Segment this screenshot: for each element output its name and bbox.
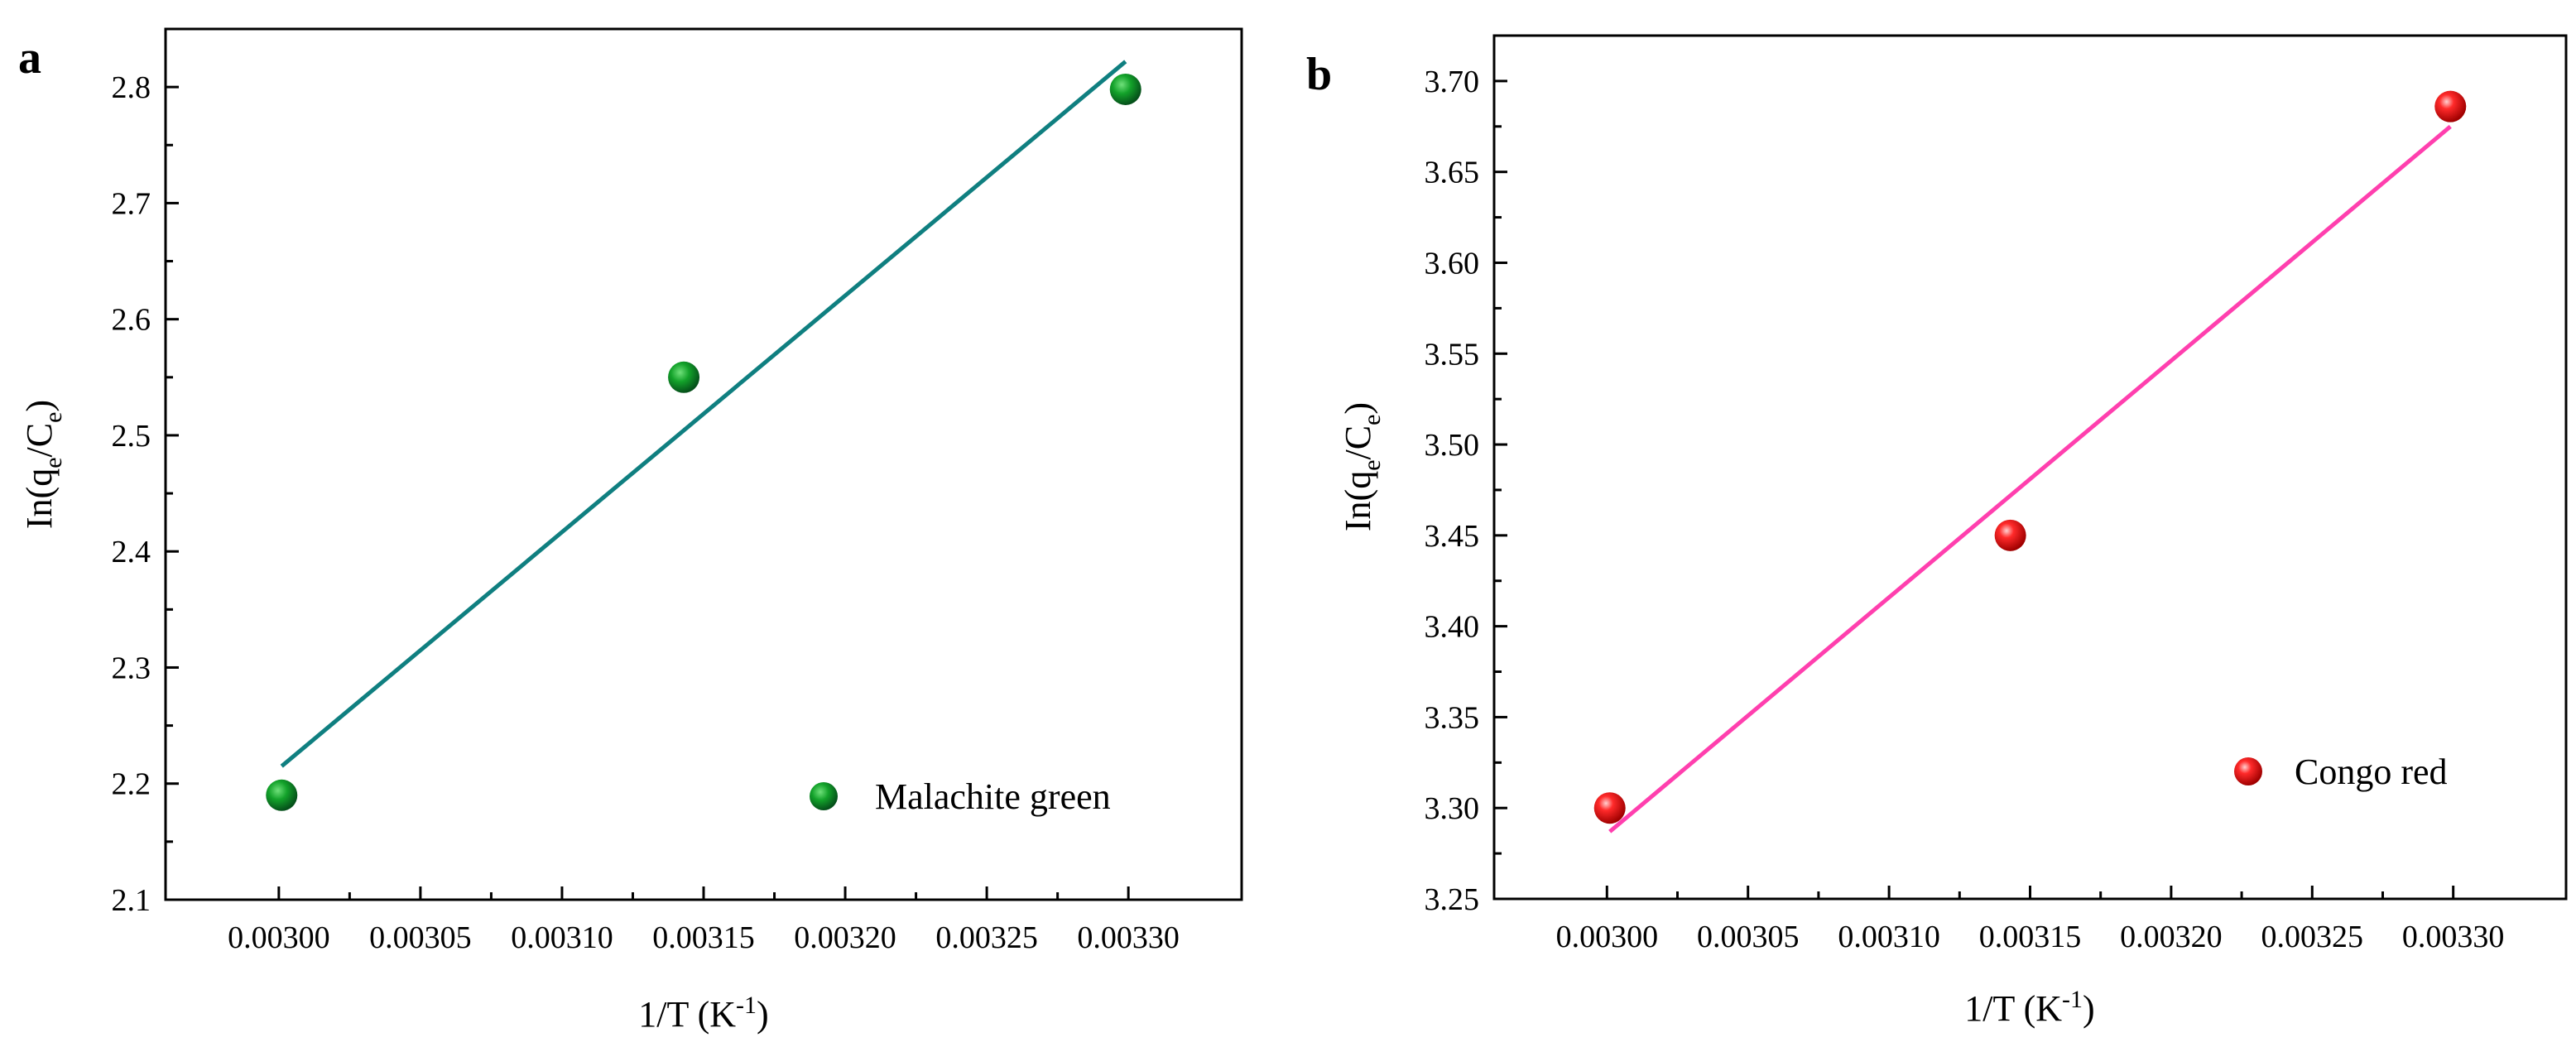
x-tick-label: 0.00315 [652,920,755,955]
x-tick-label: 0.00305 [369,920,472,955]
y-tick-label: 2.7 [112,186,151,221]
fit-line [280,60,1127,768]
panel-label-a: a [18,32,41,84]
y-tick-label: 2.5 [112,419,151,454]
legend-label: Malachite green [875,776,1111,817]
y-tick-label: 3.65 [1425,156,1480,190]
legend-label: Congo red [2295,752,2448,792]
y-tick-label: 2.6 [112,303,151,338]
data-point [1994,519,2026,551]
x-tick-label: 0.00330 [1077,920,1180,955]
x-tick-label: 0.00310 [1838,920,1940,954]
x-tick-label: 0.00320 [2120,920,2223,954]
panel-label-b: b [1306,49,1332,100]
x-tick-label: 0.00320 [794,920,896,955]
x-tick-label: 0.00325 [935,920,1038,955]
data-point [1593,792,1626,824]
data-point [266,779,298,811]
x-tick-label: 0.00310 [511,920,613,955]
x-tick-label: 0.00315 [1979,920,2082,954]
x-tick-label: 0.00305 [1697,920,1800,954]
legend-marker-malachite-green [810,782,838,810]
axis-ticks: 0.00300 0.00305 0.00310 0.00315 0.00320 0.003… [112,70,1180,955]
y-tick-label: 3.60 [1425,246,1480,281]
y-tick-label: 3.50 [1425,428,1480,463]
y-tick-label: 2.4 [112,535,151,569]
legend: Congo red [2234,752,2448,792]
y-tick-label: 2.8 [112,70,151,105]
x-axis-title: 1/T (K-1) [638,992,768,1035]
x-axis-title: 1/T (K-1) [1964,986,2094,1029]
y-tick-label: 3.35 [1425,700,1480,735]
x-tick-label: 0.00330 [2402,920,2505,954]
plot-frame [164,27,1243,901]
data-series [266,60,1141,811]
y-tick-label: 3.45 [1425,519,1480,554]
data-series [1593,90,2467,833]
x-tick-label: 0.00300 [228,920,330,955]
y-tick-label: 3.40 [1425,610,1480,645]
y-tick-label: 2.3 [112,651,151,685]
fit-line [1608,124,2452,833]
y-tick-label: 2.1 [112,883,151,918]
data-point [668,361,700,393]
x-tick-label: 0.00300 [1556,920,1659,954]
chart-panel-a: a 0.00300 0.00305 0.00310 0.00315 0.00320 0.0… [18,27,1243,1035]
data-point [2434,90,2467,122]
y-tick-label: 3.55 [1425,337,1480,372]
axis-ticks: 0.00300 0.00305 0.00310 0.00315 0.00320 0.003… [1425,65,2505,954]
legend-marker-congo-red [2234,757,2262,785]
x-tick-label: 0.00325 [2261,920,2364,954]
y-tick-label: 2.2 [112,767,151,802]
y-tick-label: 3.30 [1425,791,1480,826]
y-tick-label: 3.70 [1425,65,1480,99]
y-tick-label: 3.25 [1425,882,1480,917]
chart-panel-b: b 0.00300 0.00305 0.00310 0.00315 0.00320 0.0… [1306,34,2568,1029]
y-axis-title: In(qe/Ce) [19,400,67,529]
y-axis-title: In(qe/Ce) [1338,402,1386,531]
data-point [1109,73,1141,105]
legend: Malachite green [810,776,1111,817]
